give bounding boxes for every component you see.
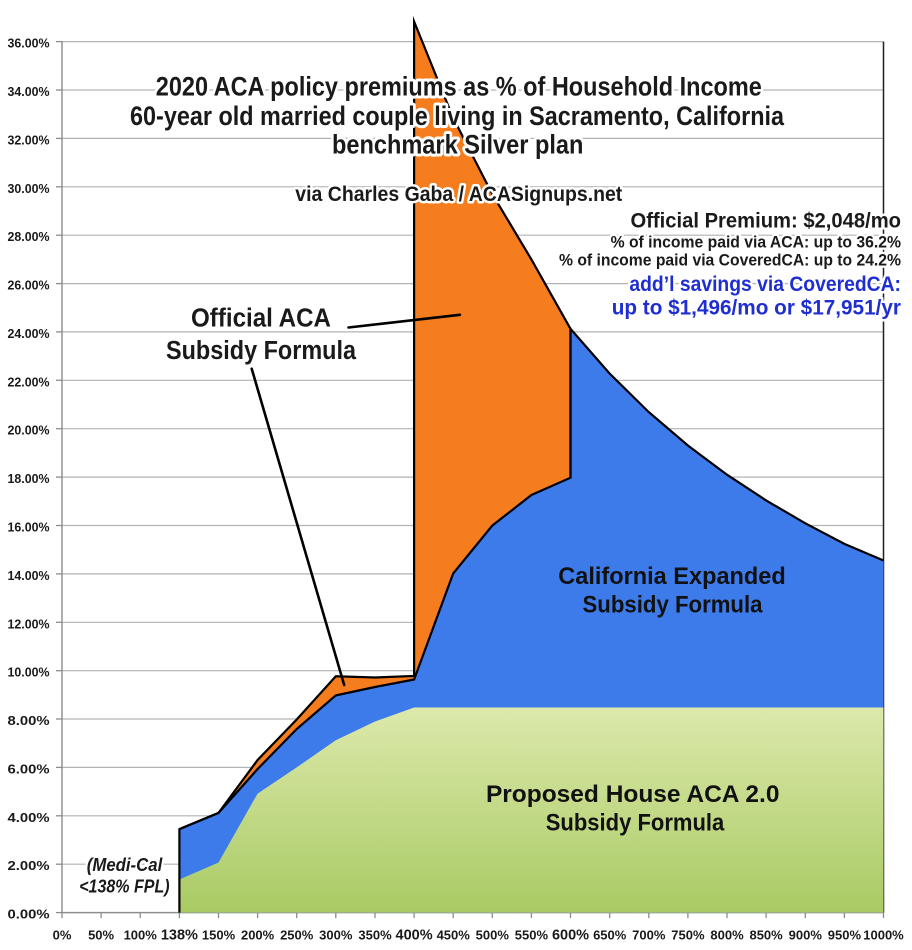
svg-text:900%: 900% bbox=[789, 928, 823, 943]
svg-text:950%: 950% bbox=[828, 928, 862, 943]
svg-text:60-year old married couple liv: 60-year old married couple living in Sac… bbox=[130, 101, 784, 131]
svg-text:0%: 0% bbox=[53, 928, 72, 943]
svg-text:20.00%: 20.00% bbox=[8, 423, 50, 438]
svg-text:0.00%: 0.00% bbox=[8, 907, 50, 922]
svg-text:650%: 650% bbox=[593, 928, 627, 943]
svg-text:% of income paid via ACA: up t: % of income paid via ACA: up to 36.2% bbox=[611, 233, 902, 251]
svg-text:1000%: 1000% bbox=[863, 928, 904, 943]
svg-text:32.00%: 32.00% bbox=[8, 132, 50, 147]
svg-text:8.00%: 8.00% bbox=[8, 713, 50, 728]
svg-text:28.00%: 28.00% bbox=[8, 229, 50, 244]
svg-text:50%: 50% bbox=[88, 928, 114, 943]
svg-text:up to $1,496/mo or $17,951/yr: up to $1,496/mo or $17,951/yr bbox=[612, 296, 902, 320]
svg-text:Subsidy Formula: Subsidy Formula bbox=[166, 337, 357, 365]
svg-text:138%: 138% bbox=[161, 928, 198, 944]
svg-text:2.00%: 2.00% bbox=[8, 858, 50, 873]
svg-text:34.00%: 34.00% bbox=[8, 84, 50, 99]
svg-text:850%: 850% bbox=[749, 928, 783, 943]
svg-text:4.00%: 4.00% bbox=[8, 810, 50, 825]
svg-text:150%: 150% bbox=[202, 928, 236, 943]
svg-text:2020 ACA policy premiums as %: 2020 ACA policy premiums as % of Househo… bbox=[156, 72, 762, 102]
svg-text:California Expanded: California Expanded bbox=[558, 563, 786, 590]
svg-text:16.00%: 16.00% bbox=[8, 520, 50, 535]
svg-text:Official ACA: Official ACA bbox=[191, 305, 331, 333]
svg-text:14.00%: 14.00% bbox=[8, 568, 50, 583]
svg-text:350%: 350% bbox=[358, 928, 392, 943]
svg-text:% of income paid via CoveredCA: % of income paid via CoveredCA: up to 24… bbox=[559, 252, 901, 270]
svg-text:100%: 100% bbox=[124, 928, 158, 943]
svg-text:Proposed House ACA 2.0: Proposed House ACA 2.0 bbox=[486, 781, 780, 808]
svg-text:6.00%: 6.00% bbox=[8, 761, 50, 776]
svg-text:750%: 750% bbox=[671, 928, 705, 943]
svg-text:30.00%: 30.00% bbox=[8, 181, 50, 196]
svg-text:(Medi-Cal: (Medi-Cal bbox=[87, 854, 163, 875]
svg-text:600%: 600% bbox=[552, 928, 589, 944]
svg-text:22.00%: 22.00% bbox=[8, 374, 50, 389]
svg-text:benchmark Silver plan: benchmark Silver plan bbox=[332, 130, 584, 160]
svg-text:10.00%: 10.00% bbox=[8, 665, 50, 680]
svg-text:36.00%: 36.00% bbox=[8, 36, 50, 51]
svg-text:12.00%: 12.00% bbox=[8, 616, 50, 631]
svg-text:Subsidy Formula: Subsidy Formula bbox=[583, 592, 763, 619]
svg-text:250%: 250% bbox=[280, 928, 314, 943]
svg-text:add’l savings via CoveredCA:: add’l savings via CoveredCA: bbox=[629, 272, 901, 296]
svg-text:via Charles Gaba / ACASignups.: via Charles Gaba / ACASignups.net bbox=[295, 183, 622, 206]
svg-text:26.00%: 26.00% bbox=[8, 278, 50, 293]
svg-text:<138% FPL): <138% FPL) bbox=[79, 876, 169, 897]
svg-text:550%: 550% bbox=[515, 928, 549, 943]
svg-text:300%: 300% bbox=[319, 928, 353, 943]
svg-text:Subsidy Formula: Subsidy Formula bbox=[546, 810, 725, 837]
svg-text:Official Premium: $2,048/mo: Official Premium: $2,048/mo bbox=[631, 209, 902, 233]
svg-text:18.00%: 18.00% bbox=[8, 471, 50, 486]
svg-text:700%: 700% bbox=[632, 928, 666, 943]
svg-text:400%: 400% bbox=[396, 928, 433, 944]
svg-text:800%: 800% bbox=[710, 928, 744, 943]
svg-text:500%: 500% bbox=[476, 928, 510, 943]
svg-text:24.00%: 24.00% bbox=[8, 326, 50, 341]
svg-text:450%: 450% bbox=[437, 928, 471, 943]
svg-text:200%: 200% bbox=[241, 928, 275, 943]
